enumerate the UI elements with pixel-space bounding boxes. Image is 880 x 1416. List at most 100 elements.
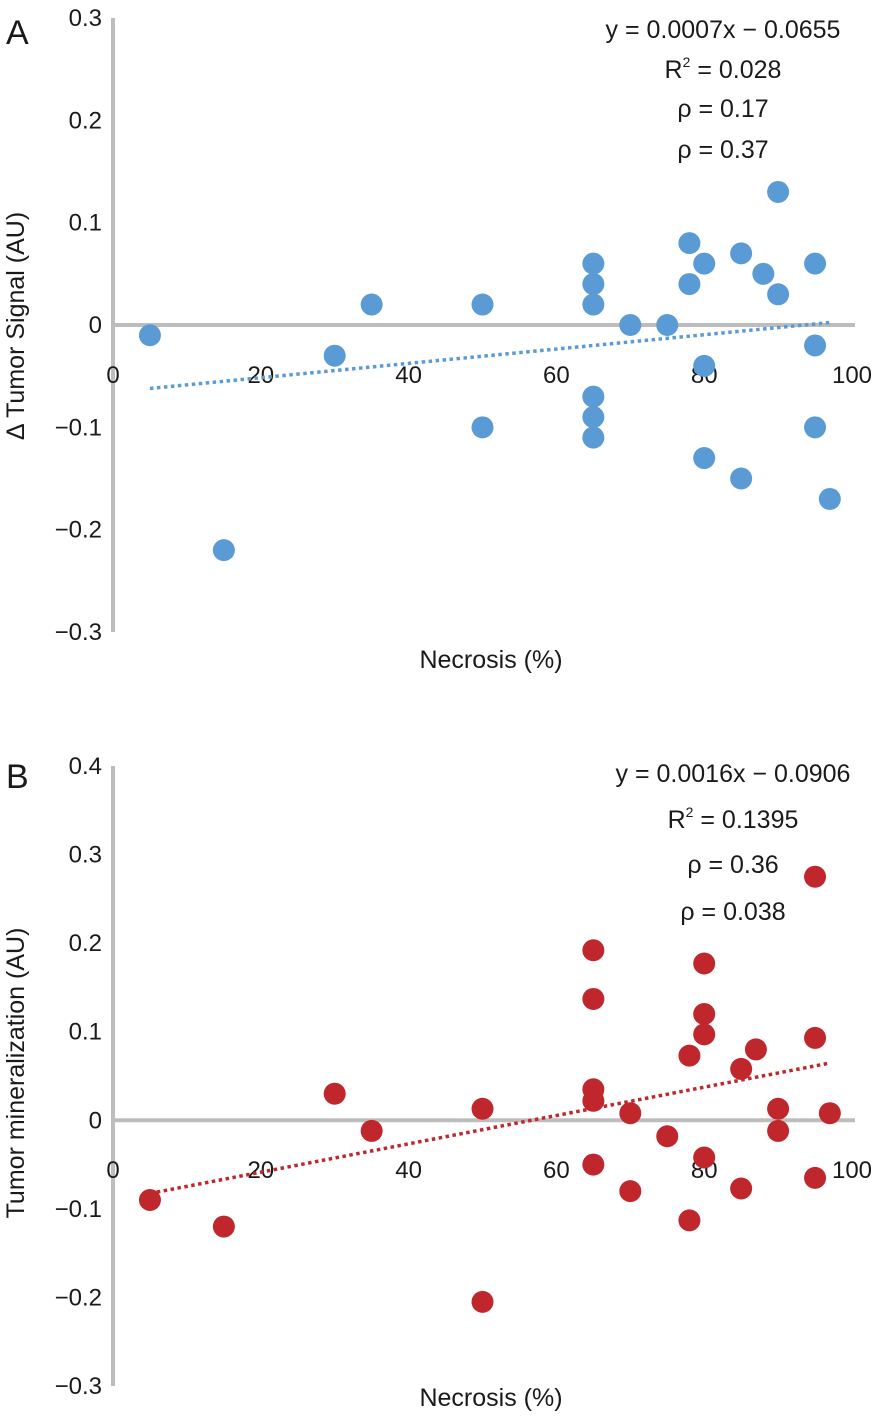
- panel-a-data-point: [767, 283, 790, 306]
- panel-b-data-point: [678, 1044, 701, 1067]
- panel-b-trendline: [149, 1061, 831, 1196]
- panel-a-data-point: [804, 416, 827, 439]
- panel-a-data-point: [818, 487, 841, 510]
- panel-a-data-point: [730, 242, 753, 265]
- panel-a-data-point: [804, 334, 827, 357]
- panel-a-data-point: [360, 293, 383, 316]
- panel-a-y-tick-label: 0.3: [69, 5, 102, 32]
- panel-a-y-axis-title: Δ Tumor Signal (AU): [2, 212, 30, 440]
- panel-b-y-tick-labels: 0.4 0.3 0.2 0.1 0 −0.1 −0.2 −0.3: [55, 753, 102, 1400]
- panel-a-y-tick-label: −0.3: [55, 619, 102, 646]
- panel-b-data-point: [582, 1153, 605, 1176]
- panel-b-data-point: [138, 1189, 161, 1211]
- panel-a-r-squared-sup: 2: [683, 54, 691, 70]
- panel-a-data-point: [752, 262, 775, 285]
- panel-a-data-point: [582, 273, 605, 296]
- panel-b-data-point: [656, 1125, 679, 1148]
- panel-a-data-point: [212, 539, 235, 562]
- panel-b-data-point: [693, 1023, 716, 1046]
- panel-a-data-point: [323, 344, 346, 367]
- panel-a-equation: y = 0.0007x − 0.0655: [606, 16, 841, 44]
- panel-b-data-point: [582, 1089, 605, 1112]
- panel-a-trendline-group: [149, 320, 830, 391]
- panel-b-y-tick-label: 0.3: [69, 842, 102, 869]
- panel-a-data-point: [693, 354, 716, 377]
- panel-a-data-point: [582, 426, 605, 449]
- panel-b-data-point: [730, 1057, 753, 1080]
- panel-a-rho-2: ρ = 0.37: [677, 136, 768, 164]
- panel-a-rho-1: ρ = 0.17: [677, 95, 768, 123]
- panel-a-y-tick-labels: 0.3 0.2 0.1 0 −0.1 −0.2 −0.3: [55, 5, 102, 646]
- panel-b-x-axis-title: Necrosis (%): [419, 1384, 562, 1412]
- panel-b: B 0.40.30.20.10−0.1−0.2−0.3 020406080100…: [2, 753, 872, 1412]
- panel-a-x-tick-label: 40: [395, 362, 422, 389]
- panel-b-data-point: [818, 1102, 841, 1125]
- panel-a-x-tick-label: 0: [106, 362, 119, 389]
- panel-b-y-tick-label: −0.3: [55, 1373, 102, 1400]
- panel-b-data-point: [323, 1082, 346, 1105]
- panel-b-r-squared-value: = 0.1395: [693, 806, 798, 834]
- panel-b-data-point: [693, 1146, 716, 1169]
- panel-a-y-tick-label: 0.1: [69, 210, 102, 237]
- panel-a-data-point: [138, 324, 161, 347]
- panel-b-data-point: [582, 987, 605, 1010]
- panel-b-data-point: [693, 952, 716, 975]
- panel-b-data-point: [730, 1177, 753, 1200]
- panel-a-r-squared-value: = 0.028: [690, 56, 781, 84]
- panel-a-data-point: [693, 252, 716, 275]
- panel-b-data-point: [744, 1038, 767, 1061]
- panel-a-x-axis-title: Necrosis (%): [419, 646, 562, 674]
- panel-a-axes: [111, 18, 855, 632]
- panel-a-data-point: [678, 273, 701, 296]
- panel-b-y-tick-label: −0.2: [55, 1284, 102, 1311]
- panel-a-data-point: [656, 314, 679, 336]
- panel-b-data-point: [471, 1097, 494, 1120]
- panel-a-y-tick-label: 0: [89, 312, 102, 339]
- panel-b-rho-2: ρ = 0.038: [680, 898, 785, 926]
- panel-a-points: [138, 180, 841, 562]
- panel-b-r-squared-prefix: R: [668, 806, 686, 834]
- panel-b-y-axis-title: Tumor mineralization (AU): [2, 928, 30, 1219]
- panel-b-data-point: [767, 1097, 790, 1120]
- panel-a-r-squared: R2 = 0.028: [665, 54, 782, 84]
- panel-b-rho-1: ρ = 0.36: [687, 851, 778, 879]
- panel-a-y-tick-label: 0.2: [69, 107, 102, 134]
- panel-a-data-point: [582, 406, 605, 429]
- panel-b-y-tick-label: −0.1: [55, 1196, 102, 1223]
- panel-a-r-squared-prefix: R: [665, 56, 683, 84]
- panel-a-data-point: [693, 447, 716, 470]
- panel-a: A 0.30.20.10−0.1−0.2−0.3 020406080100 Ne…: [2, 5, 872, 674]
- panel-b-trendline-group: [149, 1061, 831, 1196]
- panel-b-r-squared: R2 = 0.1395: [668, 804, 799, 834]
- panel-b-data-point: [804, 1026, 827, 1049]
- panel-b-data-point: [693, 1003, 716, 1025]
- panel-b-data-point: [212, 1215, 235, 1238]
- panel-b-data-point: [804, 1166, 827, 1189]
- panel-b-y-tick-label: 0.1: [69, 1019, 102, 1046]
- panel-a-x-tick-label: 100: [832, 362, 872, 389]
- panel-b-r-squared-sup: 2: [686, 804, 694, 820]
- panel-b-x-tick-label: 0: [106, 1157, 119, 1184]
- panel-b-x-tick-label: 40: [395, 1157, 422, 1184]
- panel-a-data-point: [767, 180, 790, 203]
- panel-a-x-tick-labels: 020406080100: [106, 362, 872, 389]
- panel-a-data-point: [582, 385, 605, 408]
- panel-a-data-point: [471, 293, 494, 316]
- panel-b-axes: [111, 766, 855, 1386]
- panel-a-data-point: [678, 232, 701, 255]
- panel-b-data-point: [678, 1209, 701, 1232]
- panel-a-x-tick-label: 60: [543, 362, 570, 389]
- panel-b-data-point: [619, 1180, 642, 1203]
- panel-b-data-point: [360, 1119, 383, 1142]
- panel-b-data-point: [582, 939, 605, 962]
- panel-b-x-tick-label: 100: [832, 1157, 872, 1184]
- panel-b-y-tick-label: 0.2: [69, 930, 102, 957]
- panel-a-label: A: [6, 14, 29, 52]
- panel-b-data-point: [767, 1119, 790, 1142]
- panel-b-points: [138, 865, 841, 1313]
- panel-a-data-point: [471, 416, 494, 439]
- panel-b-x-tick-label: 60: [543, 1157, 570, 1184]
- panel-a-data-point: [804, 252, 827, 275]
- panel-a-data-point: [730, 467, 753, 490]
